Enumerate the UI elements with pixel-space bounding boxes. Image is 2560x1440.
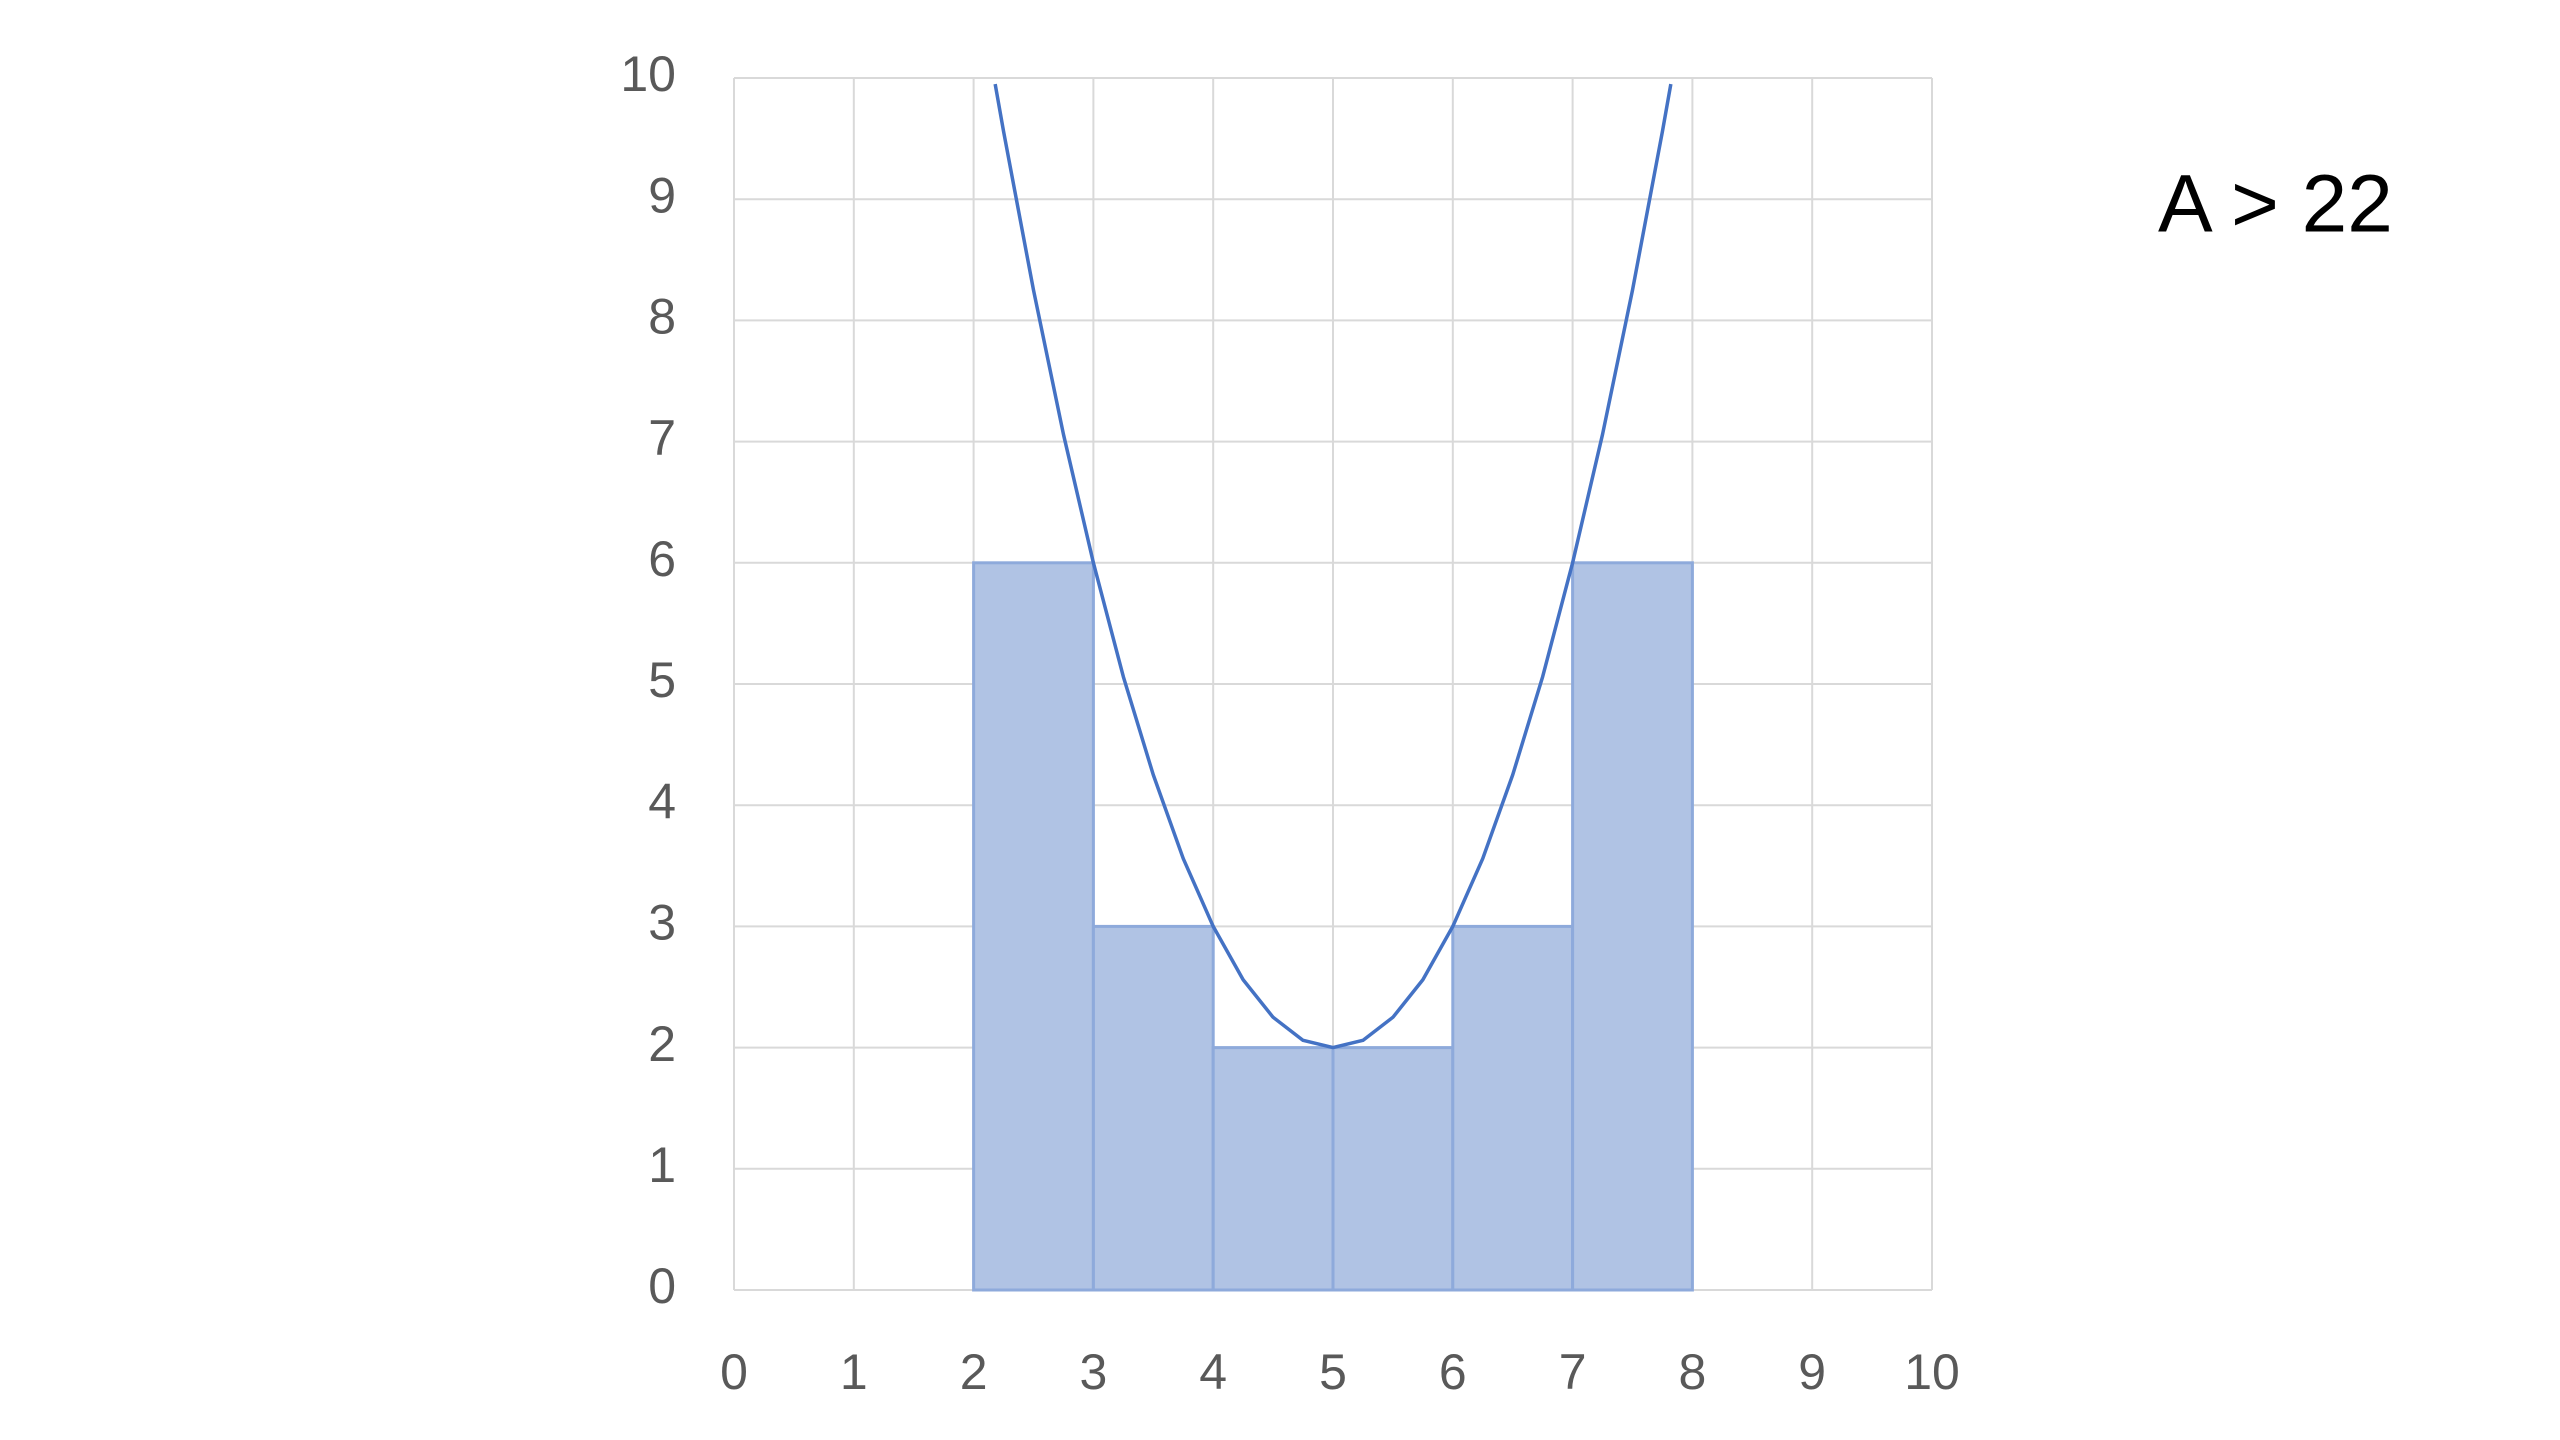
- y-tick-label: 9: [648, 167, 676, 223]
- curve: [993, 83, 1673, 1050]
- x-tick-label: 6: [1439, 1344, 1467, 1400]
- y-tick-label: 7: [648, 410, 676, 466]
- x-tick-label: 2: [960, 1344, 988, 1400]
- annotation: A > 22: [2158, 159, 2393, 250]
- x-tick-label: 10: [1904, 1344, 1960, 1400]
- bar: [1451, 924, 1575, 1292]
- x-tick-label: 1: [840, 1344, 868, 1400]
- y-tick-label: 6: [648, 531, 676, 587]
- y-tick-label: 0: [648, 1258, 676, 1314]
- y-tick-label: 8: [648, 289, 676, 345]
- y-tick-label: 2: [648, 1016, 676, 1072]
- bar: [1211, 1046, 1335, 1292]
- x-tick-label: 5: [1319, 1344, 1347, 1400]
- x-tick-label: 3: [1079, 1344, 1107, 1400]
- x-tick-label: 4: [1199, 1344, 1227, 1400]
- bar: [1331, 1046, 1455, 1292]
- x-tick-label: 0: [720, 1344, 748, 1400]
- y-tick-label: 10: [620, 46, 676, 102]
- y-tick-label: 5: [648, 652, 676, 708]
- bar: [1091, 924, 1215, 1292]
- y-tick-label: 4: [648, 773, 676, 829]
- x-tick-label: 9: [1798, 1344, 1826, 1400]
- y-tick-label: 1: [648, 1137, 676, 1193]
- bar: [1571, 561, 1694, 1292]
- y-tick-label: 3: [648, 895, 676, 951]
- bar: [972, 561, 1095, 1292]
- x-tick-label: 8: [1678, 1344, 1706, 1400]
- x-tick-label: 7: [1559, 1344, 1587, 1400]
